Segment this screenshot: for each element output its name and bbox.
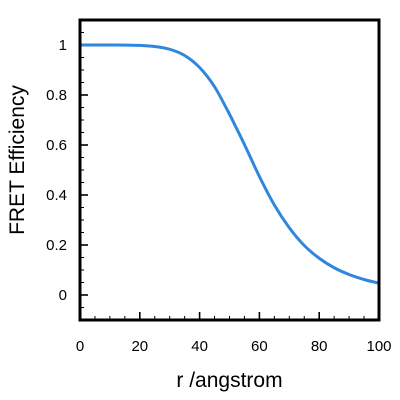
y-tick-label: 0.8 — [46, 87, 67, 104]
y-tick-label: 1 — [59, 37, 67, 54]
x-tick-label: 40 — [191, 338, 208, 355]
y-tick-label: 0 — [59, 287, 67, 304]
x-tick-label: 80 — [311, 338, 328, 355]
x-axis-title: r /angstrom — [176, 369, 282, 392]
y-axis-title: FRET Efficiency — [6, 85, 29, 235]
x-tick-label: 100 — [366, 338, 391, 355]
y-tick-label: 0.4 — [46, 187, 67, 204]
x-tick-label: 0 — [76, 338, 84, 355]
y-tick-label: 0.6 — [46, 137, 67, 154]
x-tick-labels: 0 20 40 60 80 100 — [76, 338, 392, 355]
y-tick-labels: 0 0.2 0.4 0.6 0.8 1 — [46, 37, 67, 304]
x-tick-label: 20 — [131, 338, 148, 355]
plot-frame — [78, 18, 381, 322]
x-tick-label: 60 — [251, 338, 268, 355]
y-tick-label: 0.2 — [46, 237, 67, 254]
series-layer — [78, 43, 381, 285]
series-line-0 — [78, 43, 381, 285]
